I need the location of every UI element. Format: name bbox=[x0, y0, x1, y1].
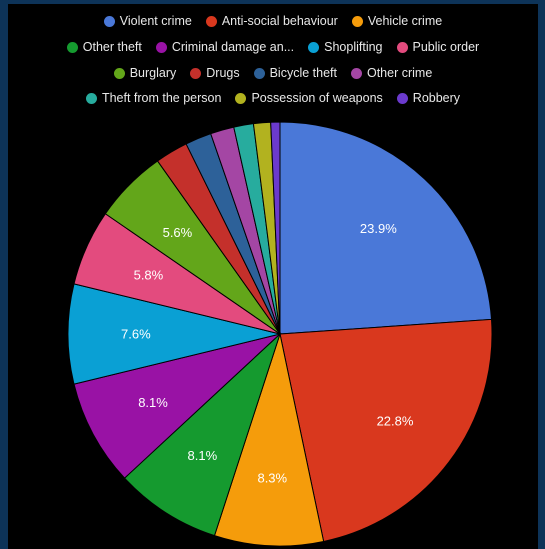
legend-swatch bbox=[190, 67, 202, 79]
legend-swatch bbox=[396, 92, 408, 104]
chart-frame: Violent crime Anti-social behaviour Vehicl… bbox=[8, 4, 538, 549]
legend-item-theft-from-the-person[interactable]: Theft from the person bbox=[85, 91, 222, 105]
pie-chart: 23.9% 22.8% 8.3% 8.1% 8.1% 7.6% 5.8% 5.6% bbox=[67, 121, 493, 547]
legend-label: Criminal damage an... bbox=[171, 40, 295, 54]
legend-swatch bbox=[351, 15, 363, 27]
legend-item-burglary[interactable]: Burglary bbox=[113, 66, 177, 80]
slice-label-public-order: 5.8% bbox=[134, 268, 164, 283]
legend-label: Drugs bbox=[206, 66, 240, 80]
legend-swatch bbox=[253, 67, 265, 79]
slice-label-violent-crime: 23.9% bbox=[360, 221, 397, 236]
legend-item-bicycle-theft[interactable]: Bicycle theft bbox=[253, 66, 337, 80]
slice-label-vehicle-crime: 8.3% bbox=[257, 470, 287, 485]
legend-row: Violent crime Anti-social behaviour Vehicl… bbox=[8, 10, 538, 32]
legend-item-public-order[interactable]: Public order bbox=[396, 40, 480, 54]
legend-item-shoplifting[interactable]: Shoplifting bbox=[308, 40, 383, 54]
legend-label: Other crime bbox=[366, 66, 433, 80]
legend-swatch bbox=[235, 92, 247, 104]
legend-item-possession-of-weapons[interactable]: Possession of weapons bbox=[235, 91, 383, 105]
legend-swatch bbox=[155, 41, 167, 53]
legend-item-violent-crime[interactable]: Violent crime bbox=[103, 14, 192, 28]
legend-label: Bicycle theft bbox=[269, 66, 337, 80]
pie-slice-robbery[interactable] bbox=[270, 121, 281, 335]
pie-slice-anti-social-behaviour[interactable] bbox=[279, 318, 493, 543]
legend-swatch bbox=[396, 41, 408, 53]
legend-label: Violent crime bbox=[119, 14, 192, 28]
slice-label-shoplifting: 7.6% bbox=[121, 327, 151, 342]
legend-label: Anti-social behaviour bbox=[221, 14, 338, 28]
legend-item-drugs[interactable]: Drugs bbox=[190, 66, 240, 80]
legend-swatch bbox=[103, 15, 115, 27]
pie-slice-criminal-damage-an[interactable] bbox=[73, 333, 282, 479]
legend-swatch bbox=[205, 15, 217, 27]
slice-label-burglary: 5.6% bbox=[163, 225, 193, 240]
legend-item-criminal-damage-an[interactable]: Criminal damage an... bbox=[155, 40, 295, 54]
legend-label: Shoplifting bbox=[324, 40, 383, 54]
slice-label-anti-social-behaviour: 22.8% bbox=[377, 413, 414, 428]
chart-legend: Violent crime Anti-social behaviour Vehicl… bbox=[8, 4, 538, 114]
pie-slice-other-theft[interactable] bbox=[123, 332, 282, 537]
legend-row: Theft from the person Possession of weapo… bbox=[8, 87, 538, 109]
pie-slice-violent-crime[interactable] bbox=[279, 121, 493, 335]
legend-swatch bbox=[66, 41, 78, 53]
legend-swatch bbox=[350, 67, 362, 79]
legend-label: Vehicle crime bbox=[367, 14, 443, 28]
legend-swatch bbox=[85, 92, 97, 104]
legend-label: Possession of weapons bbox=[251, 91, 383, 105]
legend-label: Public order bbox=[412, 40, 480, 54]
pie-slice-shoplifting[interactable] bbox=[67, 283, 281, 385]
slice-label-criminal-damage-an: 8.1% bbox=[138, 395, 168, 410]
slice-label-other-theft: 8.1% bbox=[188, 448, 218, 463]
legend-item-anti-social-behaviour[interactable]: Anti-social behaviour bbox=[205, 14, 338, 28]
legend-label: Robbery bbox=[412, 91, 461, 105]
legend-item-other-crime[interactable]: Other crime bbox=[350, 66, 433, 80]
legend-item-vehicle-crime[interactable]: Vehicle crime bbox=[351, 14, 443, 28]
legend-label: Theft from the person bbox=[101, 91, 222, 105]
legend-label: Burglary bbox=[129, 66, 177, 80]
legend-swatch bbox=[308, 41, 320, 53]
legend-row: Other theft Criminal damage an... Shoplift… bbox=[8, 36, 538, 58]
legend-item-other-theft[interactable]: Other theft bbox=[66, 40, 142, 54]
legend-label: Other theft bbox=[82, 40, 142, 54]
legend-swatch bbox=[113, 67, 125, 79]
pie-slice-vehicle-crime[interactable] bbox=[213, 332, 325, 547]
legend-item-robbery[interactable]: Robbery bbox=[396, 91, 461, 105]
legend-row: Burglary Drugs Bicycle theft Other crime bbox=[8, 62, 538, 84]
